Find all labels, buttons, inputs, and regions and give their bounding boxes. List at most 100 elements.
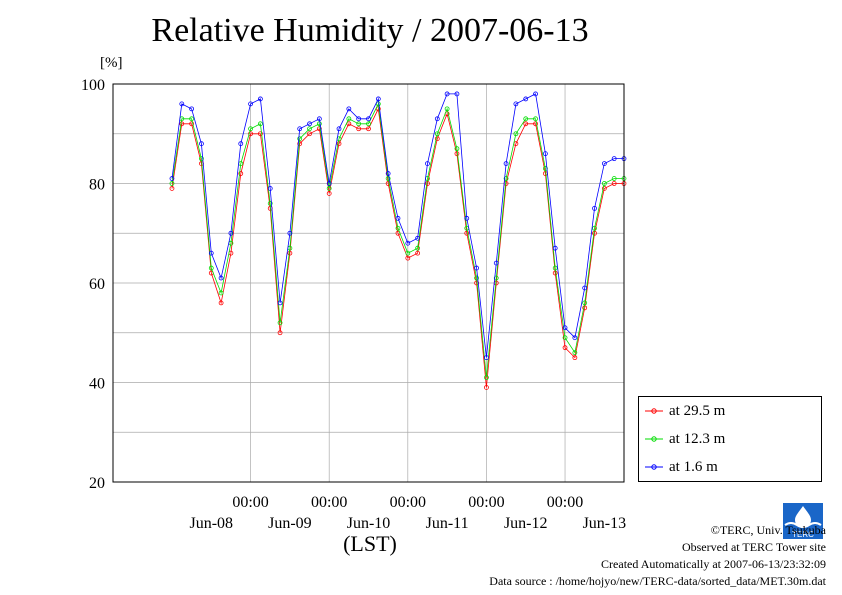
footer-copyright: ©TERC, Univ. Tsukuba — [710, 523, 826, 537]
x-tick-label: 00:00 — [232, 494, 268, 511]
data-point — [336, 126, 342, 132]
data-point — [533, 91, 538, 97]
data-point — [208, 265, 214, 271]
data-point — [405, 240, 411, 246]
data-point — [523, 96, 529, 102]
data-point — [582, 305, 588, 311]
data-point — [385, 171, 391, 176]
data-point — [189, 121, 195, 127]
data-point — [444, 106, 450, 112]
data-point — [189, 116, 195, 122]
data-point — [592, 205, 597, 211]
y-unit-label: [%] — [100, 55, 123, 71]
footer-source: Data source : /home/hojyo/new/TERC-data/… — [489, 574, 826, 588]
data-point — [346, 116, 352, 122]
data-point — [356, 126, 362, 132]
data-point — [434, 131, 440, 137]
data-point — [484, 385, 489, 390]
y-tick-label: 20 — [89, 475, 105, 492]
data-point — [189, 106, 195, 112]
data-point — [611, 181, 617, 186]
logo-text: TERC — [792, 530, 814, 539]
legend-item-29-5m: at 29.5 m — [645, 401, 725, 421]
legend-item-12-3m: at 12.3 m — [645, 429, 725, 449]
data-point — [346, 121, 352, 127]
data-point — [562, 345, 568, 351]
legend-label: at 12.3 m — [669, 430, 726, 447]
date-label: Jun-10 — [347, 515, 391, 532]
data-point — [316, 116, 322, 122]
data-point — [572, 355, 578, 361]
x-tick-label: 00:00 — [468, 494, 504, 511]
data-point — [464, 215, 470, 221]
data-point — [474, 275, 479, 281]
data-point — [592, 230, 597, 236]
data-point — [523, 121, 529, 127]
data-point — [228, 230, 234, 236]
data-point — [336, 141, 342, 147]
data-point — [316, 126, 322, 132]
data-point — [316, 121, 322, 127]
data-point — [493, 275, 499, 281]
data-point — [326, 191, 332, 196]
legend-marker-12-3m — [645, 436, 663, 442]
date-label: Jun-11 — [426, 515, 469, 532]
data-point — [405, 250, 411, 256]
data-point — [297, 136, 303, 142]
data-point — [582, 285, 588, 291]
data-point — [454, 91, 460, 97]
data-point — [474, 265, 479, 271]
data-point — [258, 121, 263, 127]
series-line — [171, 107, 624, 388]
data-point — [572, 350, 578, 356]
data-point — [375, 96, 381, 102]
date-label: Jun-13 — [583, 515, 627, 532]
data-point — [248, 126, 253, 132]
data-point — [484, 355, 489, 361]
data-point — [366, 116, 371, 122]
data-point — [326, 186, 332, 191]
data-point — [169, 181, 175, 186]
y-tick-label: 80 — [89, 177, 105, 194]
data-point — [425, 161, 430, 167]
data-point — [366, 126, 371, 132]
legend-item-1-6m: at 1.6 m — [645, 457, 718, 477]
data-point — [218, 275, 224, 281]
chart-title: Relative Humidity / 2007-06-13 — [151, 12, 589, 49]
series-layer — [169, 91, 627, 390]
data-point — [258, 131, 263, 137]
x-tick-label: 00:00 — [311, 494, 347, 511]
series-0 — [169, 106, 627, 390]
y-tick-label: 100 — [81, 77, 105, 94]
y-tick-label: 40 — [89, 376, 105, 393]
data-point — [493, 260, 499, 266]
data-point — [552, 265, 558, 271]
data-point — [415, 245, 421, 251]
series-line — [171, 93, 624, 358]
data-point — [238, 141, 244, 147]
terc-logo: TERC — [783, 503, 823, 539]
data-point — [277, 330, 283, 336]
data-point — [562, 335, 568, 341]
data-point — [513, 101, 519, 107]
data-point — [218, 300, 224, 306]
data-point — [346, 106, 352, 112]
data-point — [601, 186, 607, 191]
data-point — [503, 161, 509, 167]
data-point — [533, 121, 538, 127]
data-point — [307, 131, 312, 137]
date-label: Jun-09 — [268, 515, 312, 532]
data-point — [601, 161, 607, 167]
data-point — [484, 375, 489, 380]
x-axis-label: (LST) — [343, 531, 397, 556]
data-point — [248, 131, 253, 137]
data-point — [444, 91, 450, 97]
series-line — [171, 102, 624, 378]
series-2 — [169, 91, 627, 361]
data-point — [326, 181, 332, 186]
data-point — [503, 176, 509, 181]
data-point — [238, 171, 244, 176]
x-tick-label: 00:00 — [390, 494, 426, 511]
data-point — [415, 235, 421, 241]
